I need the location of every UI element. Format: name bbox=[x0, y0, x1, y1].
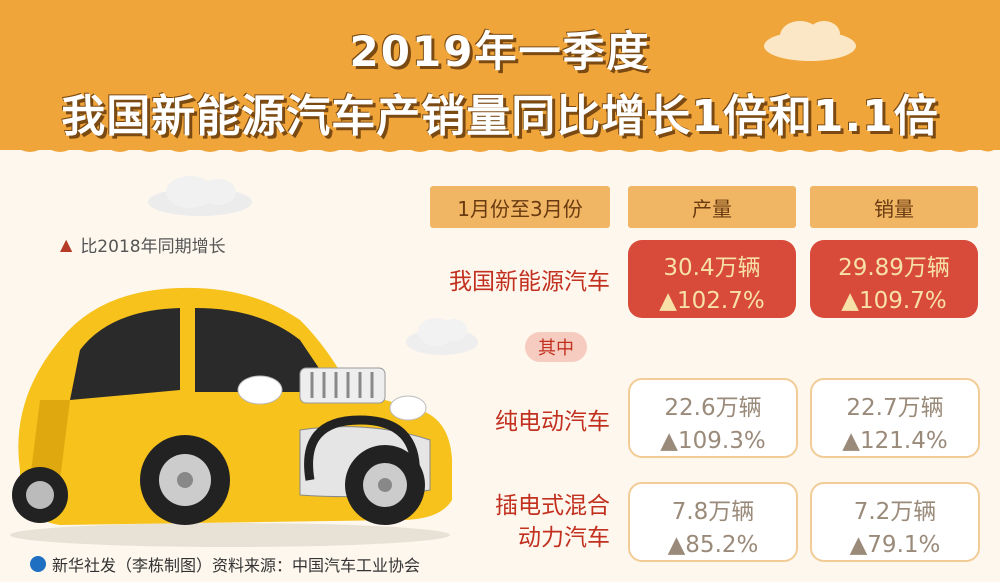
header-sales: 销量 bbox=[810, 186, 978, 228]
title-line2: 我国新能源汽车产销量同比增长1倍和1.1倍 bbox=[61, 91, 939, 142]
production-value: 22.6万辆 bbox=[664, 395, 762, 421]
xinhua-logo-icon bbox=[30, 556, 46, 572]
sales-box-nev: 29.89万辆 ▲109.7% bbox=[810, 240, 978, 318]
cloud-icon bbox=[764, 21, 856, 61]
legend: ▲ 比2018年同期增长 bbox=[60, 232, 226, 257]
sales-value: 22.7万辆 bbox=[846, 395, 944, 421]
production-growth: ▲85.2% bbox=[667, 532, 759, 558]
sales-growth: ▲121.4% bbox=[842, 428, 948, 454]
footer-text: 新华社发（李栋制图）资料来源：中国汽车工业协会 bbox=[52, 556, 421, 575]
sales-growth: ▲109.7% bbox=[841, 288, 947, 314]
row-label-phev-line2: 动力汽车 bbox=[518, 525, 610, 551]
header-period: 1月份至3月份 bbox=[430, 186, 610, 228]
sales-value: 7.2万辆 bbox=[853, 499, 937, 525]
row-label-phev-line1: 插电式混合 bbox=[495, 493, 610, 519]
legend-triangle-icon: ▲ bbox=[60, 235, 73, 254]
sales-box-bev: 22.7万辆 ▲121.4% bbox=[810, 378, 980, 458]
row-label-phev: 插电式混合 动力汽车 bbox=[420, 490, 610, 554]
row-label-bev: 纯电动汽车 bbox=[495, 409, 610, 435]
footer-credit: 新华社发（李栋制图）资料来源：中国汽车工业协会 bbox=[30, 552, 420, 576]
yellow-car-illustration bbox=[10, 287, 452, 547]
production-growth: ▲109.3% bbox=[660, 428, 766, 454]
sales-value: 29.89万辆 bbox=[838, 255, 950, 281]
title-line1: 2019年一季度 bbox=[349, 27, 651, 76]
header-production: 产量 bbox=[628, 186, 796, 228]
production-box-phev: 7.8万辆 ▲85.2% bbox=[628, 482, 798, 562]
production-box-nev: 30.4万辆 ▲102.7% bbox=[628, 240, 796, 318]
sales-box-phev: 7.2万辆 ▲79.1% bbox=[810, 482, 980, 562]
cloud-icon bbox=[148, 176, 252, 216]
banner-scallop-edge bbox=[0, 138, 1000, 152]
production-growth: ▲102.7% bbox=[659, 288, 765, 314]
row-label-nev: 我国新能源汽车 bbox=[449, 269, 610, 295]
cloud-icon bbox=[406, 318, 478, 355]
production-value: 7.8万辆 bbox=[671, 499, 755, 525]
qizhong-badge: 其中 bbox=[525, 332, 587, 362]
legend-text: 比2018年同期增长 bbox=[80, 237, 226, 257]
production-value: 30.4万辆 bbox=[663, 255, 761, 281]
sales-growth: ▲79.1% bbox=[849, 532, 941, 558]
production-box-bev: 22.6万辆 ▲109.3% bbox=[628, 378, 798, 458]
